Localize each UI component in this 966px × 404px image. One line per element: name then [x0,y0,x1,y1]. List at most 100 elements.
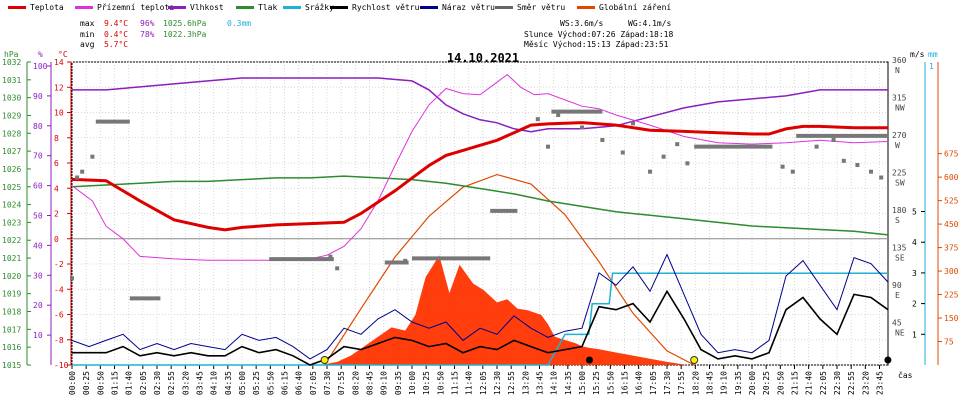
sunset-marker [690,356,699,364]
axis-unit-temp: °C [58,50,68,59]
moonset-marker [884,356,892,364]
tick-label-time: 12:05 [479,371,488,395]
axis-unit-ms: m/s [910,50,925,59]
wind-direction-point [620,150,625,155]
tick-label-pct: 100 [33,62,48,71]
tick-label-time: 09:35 [394,371,403,395]
tick-label-hpa: 1021 [2,254,21,263]
tick-label-time: 00:50 [96,371,105,395]
tick-label-hpa: 1027 [2,147,21,156]
tick-label-temp: 2 [54,210,59,219]
tick-label-ms: 4 [912,238,917,247]
tick-label-time: 19:10 [720,371,729,395]
tick-label-time: 15:00 [578,371,587,395]
series-vlhkost [72,77,888,133]
tick-label-hpa: 1018 [2,308,21,317]
tick-label-time: 12:55 [507,371,516,395]
wind-direction-point [780,164,785,169]
tick-label-hpa: 1020 [2,272,21,281]
tick-label-dir: 90 [892,281,902,290]
tick-label-time: 00:00 [68,371,77,395]
tick-label-hpa: 1019 [2,290,21,299]
wind-direction-point [70,276,74,281]
tick-label-hpa: 1015 [2,361,21,370]
tick-label-ms: 1 [912,330,917,339]
tick-label-mm: 1 [929,62,934,71]
legend-label: Vlhkost [190,3,224,12]
tick-label-time: 10:00 [408,371,417,395]
tick-label-rad: 375 [944,244,959,253]
stat-label: avg [80,40,95,49]
tick-label-time: 13:20 [521,371,530,395]
wind-direction-point [879,175,884,180]
stat-avg-temp: 5.7°C [104,40,128,49]
tick-label-time: 16:15 [621,371,630,395]
tick-label-dir: 135 [892,244,907,253]
tick-label-dir-code: N [895,66,900,75]
tick-label-time: 06:15 [281,371,290,395]
stat-wg: WG:4.1m/s [628,19,672,28]
tick-label-time: 18:45 [706,371,715,395]
legend-label: Globální záření [599,3,671,12]
wind-direction-point [535,117,540,122]
tick-label-dir: 360 [892,56,907,65]
tick-label-time: 11:40 [465,371,474,395]
tick-label-time: 14:10 [550,371,559,395]
tick-label-temp: 10 [54,109,64,118]
tick-label-time: 06:40 [295,371,304,395]
tick-label-temp: 6 [54,159,59,168]
legend-swatch [8,6,26,9]
axis-unit-hpa: hPa [4,50,19,59]
tick-label-time: 08:45 [366,371,375,395]
tick-label-dir-code: S [895,216,900,225]
plot-area [70,73,892,366]
legend-swatch [236,6,254,9]
legend-swatch [283,6,301,9]
wind-direction-point [869,169,873,174]
legend-label: Směr větru [517,3,565,12]
tick-label-rad: 450 [944,220,959,229]
tick-label-hpa: 1028 [2,129,21,138]
radiation-theoretical-curve [324,173,695,366]
tick-label-hpa: 1023 [2,218,21,227]
tick-label-time: 00:25 [82,371,91,395]
legend-label: Náraz větru [442,3,495,12]
tick-label-time: 22:55 [847,371,856,395]
legend-swatch [420,6,438,9]
wind-direction-point [661,154,666,159]
wind-direction-point [600,138,605,142]
tick-label-temp: -8 [54,336,64,345]
tick-label-time: 20:00 [748,371,757,395]
tick-label-dir-code: SW [895,179,905,188]
tick-label-time: 03:20 [181,371,190,395]
tick-label-rad: 525 [944,197,959,206]
legend-label: Tlak [258,3,277,12]
wind-direction-point [790,169,795,174]
tick-label-time: 21:40 [805,371,814,395]
tick-label-time: 02:05 [139,371,148,395]
tick-label-time: 01:15 [111,371,120,395]
stat-max-rain: 0.3mm [227,19,251,28]
tick-label-dir: 180 [892,206,907,215]
wind-direction-point [556,113,561,117]
tick-label-time: 05:50 [266,371,275,395]
tick-label-temp: 4 [54,184,59,193]
tick-label-hpa: 1031 [2,76,21,85]
tick-label-temp: -6 [54,311,64,320]
tick-label-pct: 60 [33,182,43,191]
tick-label-time: 05:25 [252,371,261,395]
tick-label-time: 07:30 [323,371,332,395]
tick-label-dir-code: NW [895,104,905,113]
legend-swatch [168,6,186,9]
stat-moon: Měsíc Východ:15:13 Západ:23:51 [524,40,669,49]
legend-label: Rychlost větru [352,3,420,12]
tick-label-time: 01:40 [125,371,134,395]
tick-label-ms: 5 [912,208,917,217]
tick-label-time: 04:10 [210,371,219,395]
wind-direction-point [546,144,550,149]
tick-label-time: 11:15 [451,371,460,395]
wind-direction-point [831,138,836,142]
stat-min-hum: 78% [140,30,155,39]
legend-label: Teplota [30,3,64,12]
